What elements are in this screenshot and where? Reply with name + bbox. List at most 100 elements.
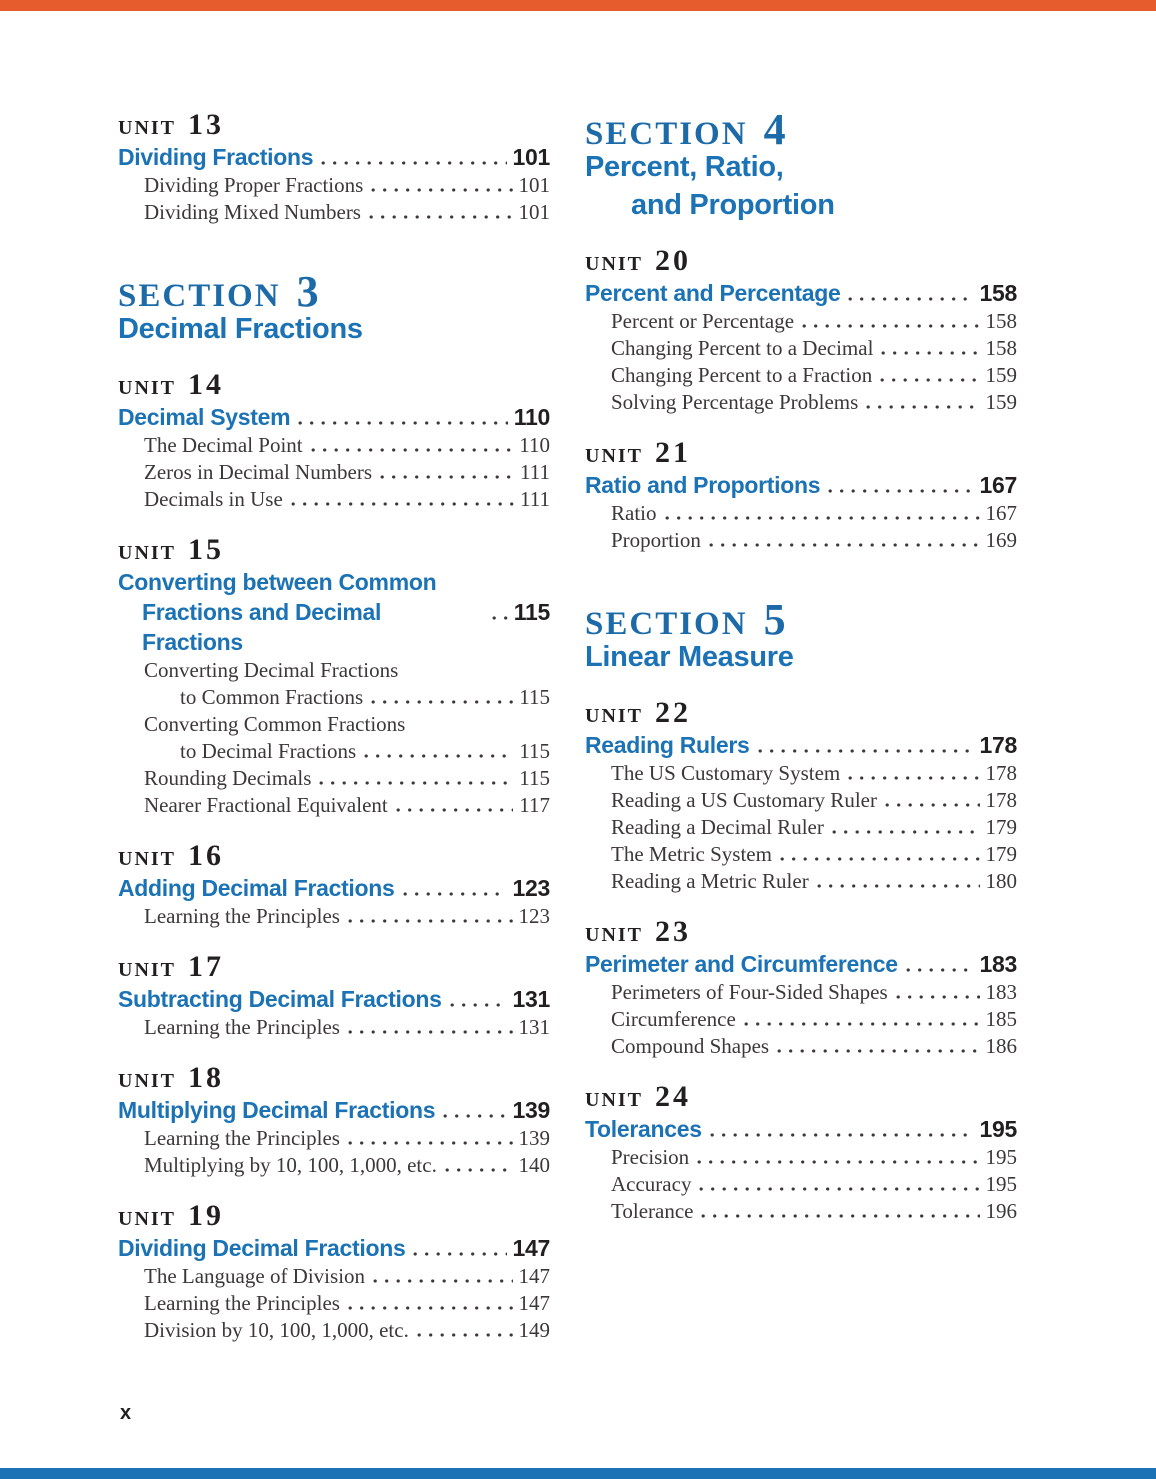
section-title-line: and Proportion bbox=[631, 189, 835, 221]
unit-label-word: UNIT bbox=[118, 848, 177, 870]
toc-entry-row: Compound Shapes 186 bbox=[611, 1033, 1017, 1060]
entry-page-number: 180 bbox=[985, 869, 1018, 893]
section-label: SECTION 4 bbox=[585, 104, 1017, 154]
dot-leader bbox=[290, 502, 515, 506]
unit-entries: The Decimal Point 110 Zeros in Decimal Num… bbox=[144, 432, 550, 513]
section-title: Decimal Fractions bbox=[118, 310, 550, 348]
bottom-accent-bar bbox=[0, 1468, 1156, 1479]
unit-label: UNIT 17 bbox=[118, 950, 550, 984]
dot-leader bbox=[743, 1022, 980, 1026]
section-label: SECTION 5 bbox=[585, 594, 1017, 644]
entry-page-number: 149 bbox=[518, 1318, 551, 1342]
unit-label: UNIT 19 bbox=[118, 1199, 550, 1233]
top-accent-bar bbox=[0, 0, 1156, 11]
entry-page-number: 195 bbox=[985, 1145, 1018, 1169]
toc-entry-text: Learning the Principles bbox=[144, 1015, 340, 1039]
toc-entry-text: Division by 10, 100, 1,000, etc. bbox=[144, 1318, 409, 1342]
unit-title-page: 178 bbox=[979, 732, 1018, 758]
unit-number: 13 bbox=[188, 108, 225, 141]
unit-title-row: Reading Rulers 178 bbox=[585, 730, 1017, 760]
entry-page-number: 159 bbox=[985, 363, 1018, 387]
unit-entries: The US Customary System 178 Reading a US C… bbox=[611, 760, 1017, 895]
toc-entry-row: Learning the Principles 147 bbox=[144, 1290, 550, 1317]
unit-label: UNIT 23 bbox=[585, 915, 1017, 949]
toc-entry-text: Perimeters of Four-Sided Shapes bbox=[611, 980, 888, 1004]
dot-leader bbox=[757, 749, 974, 753]
toc-entry-text: Decimals in Use bbox=[144, 487, 283, 511]
footer-page-number: x bbox=[120, 1402, 132, 1424]
dot-leader bbox=[347, 1306, 513, 1310]
dot-leader bbox=[444, 1168, 513, 1172]
dot-leader bbox=[371, 700, 514, 704]
unit-block: UNIT 15 Converting between Common Fractions… bbox=[118, 533, 550, 819]
unit-title-text: Adding Decimal Fractions bbox=[118, 875, 395, 901]
entry-page-number: 158 bbox=[985, 309, 1018, 333]
unit-entries: Learning the Principles 131 bbox=[144, 1014, 550, 1041]
unit-title: Dividing Fractions 101 bbox=[118, 142, 550, 172]
entry-page-number: 123 bbox=[518, 904, 551, 928]
toc-entry-text: The Language of Division bbox=[144, 1264, 366, 1288]
unit-entries: Learning the Principles 123 bbox=[144, 903, 550, 930]
dot-leader bbox=[699, 1187, 980, 1191]
dot-leader bbox=[347, 919, 513, 923]
unit-title-text: Subtracting Decimal Fractions bbox=[118, 986, 442, 1012]
dot-leader bbox=[321, 161, 507, 165]
unit-number: 23 bbox=[655, 915, 692, 948]
toc-column-right: SECTION 4 Percent, Ratio, and Proportion UNI… bbox=[585, 104, 1017, 1225]
entry-page-number: 178 bbox=[985, 788, 1018, 812]
dot-leader bbox=[802, 324, 980, 328]
dot-leader bbox=[664, 516, 980, 520]
unit-title-text: Percent and Percentage bbox=[585, 280, 841, 306]
unit-title-page: 110 bbox=[513, 404, 551, 430]
dot-leader bbox=[319, 781, 514, 785]
section-number: 5 bbox=[763, 595, 786, 644]
unit-block: UNIT 23 Perimeter and Circumference 183 Peri… bbox=[585, 915, 1017, 1060]
unit-title: Perimeter and Circumference 183 bbox=[585, 949, 1017, 979]
entry-page-number: 115 bbox=[519, 766, 550, 790]
unit-number: 24 bbox=[655, 1080, 692, 1113]
toc-entry-text: Ratio bbox=[611, 501, 657, 525]
unit-block: UNIT 14 Decimal System 110 The Decimal Point… bbox=[118, 368, 550, 513]
unit-label: UNIT 15 bbox=[118, 533, 550, 567]
entry-page-number: 178 bbox=[985, 761, 1018, 785]
unit-title-row: Dividing Fractions 101 bbox=[118, 142, 550, 172]
unit-title: Percent and Percentage 158 bbox=[585, 278, 1017, 308]
dot-leader bbox=[831, 830, 980, 834]
toc-entry-row: Decimals in Use 111 bbox=[144, 486, 550, 513]
unit-block: UNIT 20 Percent and Percentage 158 Percent o… bbox=[585, 244, 1017, 416]
dot-leader bbox=[848, 297, 974, 301]
unit-title-row: Decimal System 110 bbox=[118, 402, 550, 432]
unit-title: Adding Decimal Fractions 123 bbox=[118, 873, 550, 903]
unit-label-word: UNIT bbox=[585, 253, 644, 275]
toc-entry-text: Dividing Mixed Numbers bbox=[144, 200, 361, 224]
toc-entry-text: The Decimal Point bbox=[144, 433, 303, 457]
unit-title-page: 147 bbox=[512, 1235, 551, 1261]
toc-entry-row: The Metric System 179 bbox=[611, 841, 1017, 868]
unit-number: 20 bbox=[655, 244, 692, 277]
unit-label-word: UNIT bbox=[118, 377, 177, 399]
entry-page-number: 169 bbox=[985, 528, 1018, 552]
dot-leader bbox=[709, 1133, 974, 1137]
unit-entries: The Language of Division 147 Learning the … bbox=[144, 1263, 550, 1344]
unit-block: UNIT 19 Dividing Decimal Fractions 147 The L… bbox=[118, 1199, 550, 1344]
unit-label-word: UNIT bbox=[585, 705, 644, 727]
toc-entry-line1: Converting Common Fractions bbox=[144, 712, 406, 736]
toc-entry-text: Reading a US Customary Ruler bbox=[611, 788, 877, 812]
unit-title-text: Multiplying Decimal Fractions bbox=[118, 1097, 436, 1123]
section-block: SECTION 4 Percent, Ratio, and Proportion bbox=[585, 104, 1017, 224]
toc-entry-row: Solving Percentage Problems 159 bbox=[611, 389, 1017, 416]
section-label-word: SECTION bbox=[585, 606, 748, 642]
entry-page-number: 183 bbox=[985, 980, 1018, 1004]
unit-label-word: UNIT bbox=[118, 1070, 177, 1092]
unit-label: UNIT 20 bbox=[585, 244, 1017, 278]
unit-title: Decimal System 110 bbox=[118, 402, 550, 432]
dot-leader bbox=[310, 448, 514, 452]
entry-page-number: 147 bbox=[518, 1291, 551, 1315]
section-number: 3 bbox=[296, 267, 319, 316]
toc-entry-row: The Decimal Point 110 bbox=[144, 432, 550, 459]
toc-entry-text: Tolerance bbox=[611, 1199, 694, 1223]
toc-entry-row: Tolerance 196 bbox=[611, 1198, 1017, 1225]
unit-block: UNIT 17 Subtracting Decimal Fractions 131 Le… bbox=[118, 950, 550, 1041]
unit-number: 14 bbox=[188, 368, 225, 401]
unit-title-row: Percent and Percentage 158 bbox=[585, 278, 1017, 308]
